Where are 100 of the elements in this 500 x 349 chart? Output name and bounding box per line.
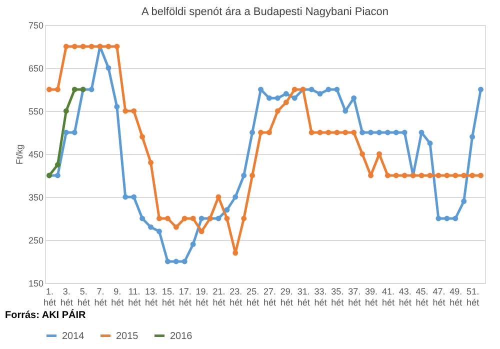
point	[418, 130, 424, 136]
point	[317, 130, 323, 136]
point	[72, 44, 78, 50]
point	[72, 130, 78, 136]
point	[470, 134, 476, 140]
x-tick-label: 13. hét	[145, 286, 158, 308]
x-tick-label: 37. hét	[348, 286, 362, 308]
point	[342, 108, 348, 114]
point	[46, 86, 52, 92]
point	[292, 86, 298, 92]
legend-label: 2015	[116, 330, 139, 342]
x-tick-label: 9. hét	[111, 286, 124, 308]
point	[54, 162, 60, 168]
point	[114, 104, 120, 110]
point	[80, 44, 86, 50]
point	[122, 108, 128, 114]
point	[368, 130, 374, 136]
point	[224, 207, 230, 213]
point	[317, 91, 323, 97]
chart-title: A belföldi spenót ára a Budapesti Nagybani Piacon	[141, 6, 389, 18]
point	[427, 172, 433, 178]
point	[88, 44, 94, 50]
point	[106, 65, 112, 71]
point	[54, 172, 60, 178]
point	[308, 86, 314, 92]
point	[444, 172, 450, 178]
point	[436, 216, 442, 222]
point	[224, 216, 230, 222]
x-tick-label: 25. hét	[246, 286, 260, 308]
x-tick-label: 39. hét	[365, 286, 378, 308]
point	[427, 140, 433, 146]
point	[182, 258, 188, 264]
x-tick-label: 29. hét	[280, 286, 294, 308]
point	[148, 160, 154, 166]
point	[384, 172, 390, 178]
x-tick-label: 33. hét	[314, 286, 328, 308]
point	[334, 86, 340, 92]
point	[173, 258, 179, 264]
point	[198, 216, 204, 222]
x-tick-label: 7. hét	[94, 286, 108, 308]
point	[283, 91, 289, 97]
point	[63, 44, 69, 50]
x-tick-label: 1. hét	[43, 286, 56, 308]
point	[140, 216, 146, 222]
point	[274, 95, 280, 101]
point	[190, 242, 196, 248]
x-tick-label: 35. hét	[331, 286, 344, 308]
text: Forrás: AKI PÁIR	[5, 309, 87, 321]
point	[88, 86, 94, 92]
point	[393, 130, 399, 136]
x-tick-label: 49. hét	[450, 286, 463, 308]
point	[216, 216, 222, 222]
point	[444, 216, 450, 222]
point	[461, 172, 467, 178]
point	[250, 172, 256, 178]
point	[140, 134, 146, 140]
y-tick-label: 250	[28, 236, 44, 246]
point	[156, 228, 162, 234]
point	[190, 216, 196, 222]
point	[384, 130, 390, 136]
point	[292, 95, 298, 101]
point	[198, 228, 204, 234]
point	[266, 130, 272, 136]
y-tick-label: 350	[28, 192, 44, 202]
point	[452, 216, 458, 222]
point	[478, 172, 484, 178]
y-tick-label: 650	[28, 64, 44, 74]
point	[164, 216, 170, 222]
point	[308, 130, 314, 136]
x-tick-label: 19. hét	[196, 286, 209, 308]
point	[470, 172, 476, 178]
point	[283, 100, 289, 106]
point	[342, 130, 348, 136]
point	[274, 108, 280, 114]
y-axis-title: Ft/kg	[14, 144, 24, 165]
point	[376, 130, 382, 136]
y-tick-label: 550	[28, 106, 44, 116]
x-tick-label: 5. hét	[77, 286, 90, 308]
x-tick-label: 43. hét	[398, 286, 412, 308]
point	[164, 258, 170, 264]
y-tick-label: 150	[28, 278, 44, 288]
point	[326, 130, 332, 136]
point	[232, 194, 238, 200]
x-tick-label: 41. hét	[382, 286, 395, 308]
point	[106, 44, 112, 50]
point	[393, 172, 399, 178]
point	[452, 172, 458, 178]
x-tick-label: 11. hét	[128, 286, 142, 308]
point	[131, 108, 137, 114]
point	[241, 216, 247, 222]
x-tick-label: 45. hét	[416, 286, 429, 308]
point	[148, 224, 154, 230]
point	[122, 194, 128, 200]
point	[461, 198, 467, 204]
x-tick-label: 17. hét	[178, 286, 192, 308]
point	[54, 86, 60, 92]
point	[334, 130, 340, 136]
point	[402, 130, 408, 136]
point	[72, 86, 78, 92]
x-tick-label: 3. hét	[60, 286, 74, 308]
